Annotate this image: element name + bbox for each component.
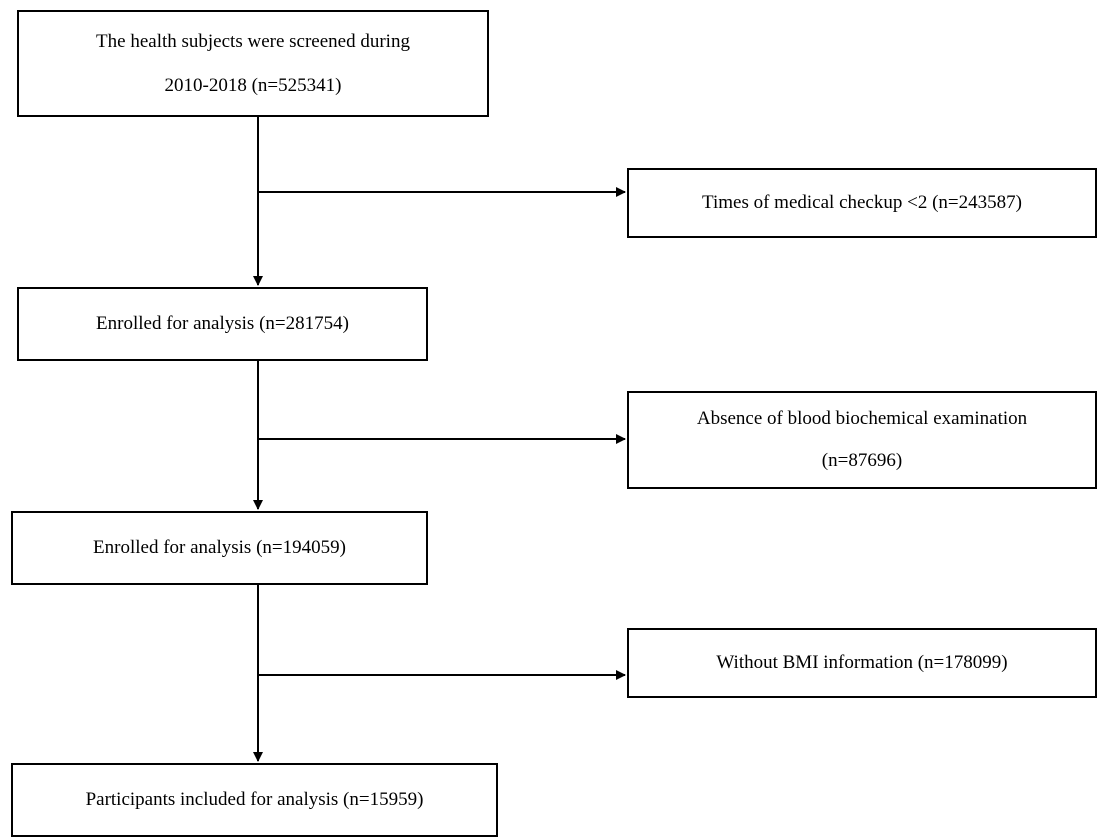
exclusion-checkup-line-1: Times of medical checkup <2 (n=243587) xyxy=(702,192,1022,213)
step-participants-line-1: Participants included for analysis (n=15… xyxy=(85,789,424,810)
exclusion-bmi: Without BMI information (n=178099) xyxy=(627,628,1097,698)
step-screened-subjects: The health subjects were screened during… xyxy=(17,10,489,117)
step-enrolled-2: Enrolled for analysis (n=194059) xyxy=(11,511,428,585)
step-participants-included: Participants included for analysis (n=15… xyxy=(11,763,498,837)
exclusion-blood-line-1: Absence of blood biochemical examination xyxy=(696,408,1028,429)
exclusion-blood-exam: Absence of blood biochemical examination… xyxy=(627,391,1097,489)
exclusion-blood-line-2: (n=87696) xyxy=(821,450,903,471)
step-screened-line-2: 2010-2018 (n=525341) xyxy=(164,74,342,96)
step-screened-line-1: The health subjects were screened during xyxy=(96,30,410,52)
step-enrolled-1-line-1: Enrolled for analysis (n=281754) xyxy=(96,313,349,334)
step-enrolled-2-line-1: Enrolled for analysis (n=194059) xyxy=(93,537,346,558)
step-enrolled-1: Enrolled for analysis (n=281754) xyxy=(17,287,428,361)
exclusion-checkup-times: Times of medical checkup <2 (n=243587) xyxy=(627,168,1097,238)
exclusion-bmi-line-1: Without BMI information (n=178099) xyxy=(716,652,1008,673)
